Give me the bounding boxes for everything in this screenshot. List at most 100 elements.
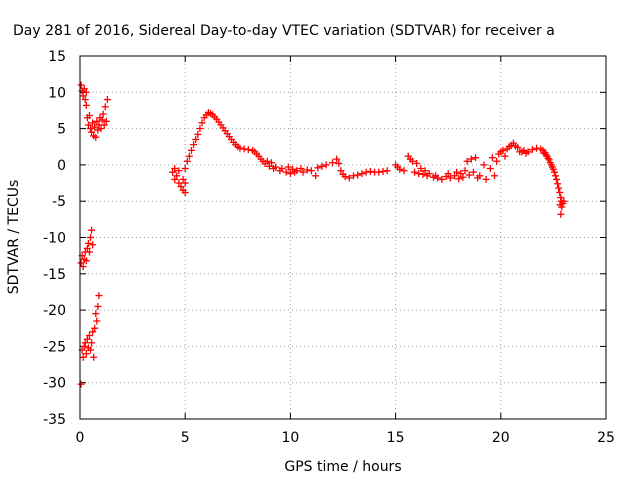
data-point — [95, 292, 103, 300]
data-point — [345, 174, 353, 182]
data-point — [236, 144, 244, 152]
data-point — [282, 168, 290, 176]
x-axis-label: GPS time / hours — [284, 459, 401, 475]
data-point — [272, 163, 280, 171]
y-tick-label: -5 — [52, 194, 66, 210]
data-point — [286, 170, 294, 178]
data-point — [263, 157, 271, 165]
data-point — [328, 159, 336, 167]
data-point — [244, 146, 252, 154]
data-point — [87, 234, 95, 241]
x-tick-label: 20 — [492, 430, 510, 446]
data-point — [444, 170, 452, 178]
data-point — [90, 353, 98, 361]
data-point — [240, 145, 248, 153]
data-point — [99, 110, 107, 118]
data-point — [453, 168, 461, 176]
data-point — [267, 159, 275, 167]
data-point — [198, 119, 206, 127]
data-point — [299, 168, 307, 176]
data-point — [175, 179, 183, 187]
data-point — [87, 125, 95, 133]
data-point — [438, 175, 446, 183]
data-point — [101, 103, 109, 111]
data-point — [383, 167, 391, 175]
data-point — [84, 239, 92, 247]
data-point — [88, 226, 96, 234]
data-point — [93, 117, 101, 125]
data-point — [81, 339, 89, 347]
data-point — [88, 128, 96, 136]
data-point — [77, 259, 85, 267]
data-point — [265, 162, 273, 170]
data-point — [467, 155, 475, 163]
y-tick-label: -10 — [43, 231, 66, 247]
data-point — [493, 157, 501, 165]
data-point — [83, 244, 91, 252]
data-point — [482, 175, 490, 183]
data-point — [94, 126, 102, 134]
data-point — [92, 310, 100, 318]
data-point — [181, 188, 189, 196]
data-point — [89, 119, 97, 127]
data-point — [501, 152, 509, 160]
data-point — [421, 167, 429, 175]
data-point — [175, 167, 183, 175]
data-point — [83, 335, 91, 343]
data-point — [79, 263, 87, 271]
data-point — [354, 171, 362, 179]
y-tick-label: 15 — [48, 49, 66, 65]
data-point — [183, 157, 191, 165]
data-point — [553, 175, 561, 183]
data-point — [542, 151, 550, 159]
data-point — [459, 173, 467, 181]
data-point — [490, 172, 498, 180]
data-point — [375, 168, 383, 176]
data-point — [196, 125, 204, 133]
data-point — [337, 167, 345, 175]
data-point — [335, 159, 343, 167]
x-tick-label: 5 — [181, 430, 190, 446]
y-tick-label: 5 — [57, 122, 66, 138]
x-tick-label: 25 — [597, 430, 615, 446]
data-point — [472, 154, 480, 162]
data-point — [455, 175, 463, 183]
data-point — [103, 96, 111, 104]
data-point — [552, 172, 560, 180]
data-point — [82, 88, 90, 96]
data-point — [415, 170, 423, 178]
data-point — [100, 121, 108, 129]
data-point — [463, 157, 471, 165]
data-point — [307, 167, 315, 175]
data-point — [81, 96, 89, 104]
data-point — [79, 92, 87, 100]
data-point — [188, 146, 196, 154]
data-point — [89, 241, 97, 249]
data-point — [94, 302, 102, 310]
data-point — [524, 148, 532, 156]
data-point — [408, 157, 416, 165]
data-point — [85, 332, 93, 340]
data-point — [533, 144, 541, 152]
data-point — [461, 167, 469, 175]
data-point — [417, 165, 425, 173]
x-tick-label: 10 — [281, 430, 299, 446]
data-point — [93, 317, 101, 325]
data-point — [177, 183, 185, 191]
y-axis-label: SDTVAR / TECUs — [6, 180, 22, 295]
data-point — [544, 154, 552, 162]
data-point — [173, 172, 181, 180]
data-point — [550, 168, 558, 176]
data-point — [451, 172, 459, 180]
y-tick-label: -35 — [43, 412, 66, 428]
data-point — [181, 165, 189, 173]
data-point — [457, 170, 465, 178]
data-point — [366, 167, 374, 175]
data-point — [419, 170, 427, 178]
x-tick-label: 0 — [76, 430, 85, 446]
data-point — [80, 85, 88, 93]
data-point — [82, 101, 90, 109]
data-point — [102, 117, 110, 125]
data-point — [171, 175, 179, 183]
